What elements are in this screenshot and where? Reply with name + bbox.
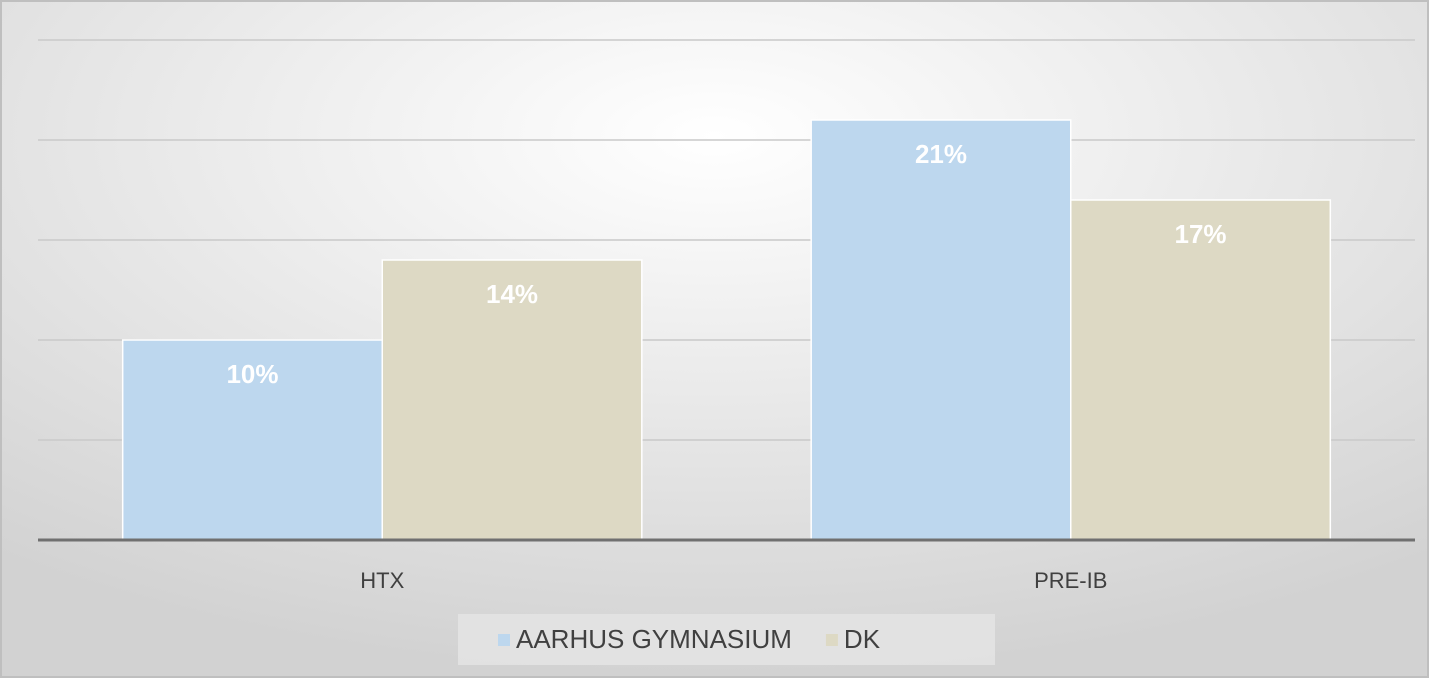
bar xyxy=(381,259,643,541)
legend-swatch xyxy=(825,634,838,646)
legend-label: AARHUS GYMNASIUM xyxy=(516,624,792,654)
bar xyxy=(1070,199,1332,541)
data-label: 21% xyxy=(915,139,967,169)
data-label: 10% xyxy=(226,359,278,389)
data-label: 14% xyxy=(486,279,538,309)
legend-label: DK xyxy=(844,624,881,654)
data-label: 17% xyxy=(1175,219,1227,249)
x-tick-label: PRE-IB xyxy=(1034,568,1107,593)
legend-box xyxy=(458,614,995,665)
x-tick-label: HTX xyxy=(360,568,404,593)
legend-swatch xyxy=(498,634,510,646)
bar xyxy=(810,119,1072,541)
